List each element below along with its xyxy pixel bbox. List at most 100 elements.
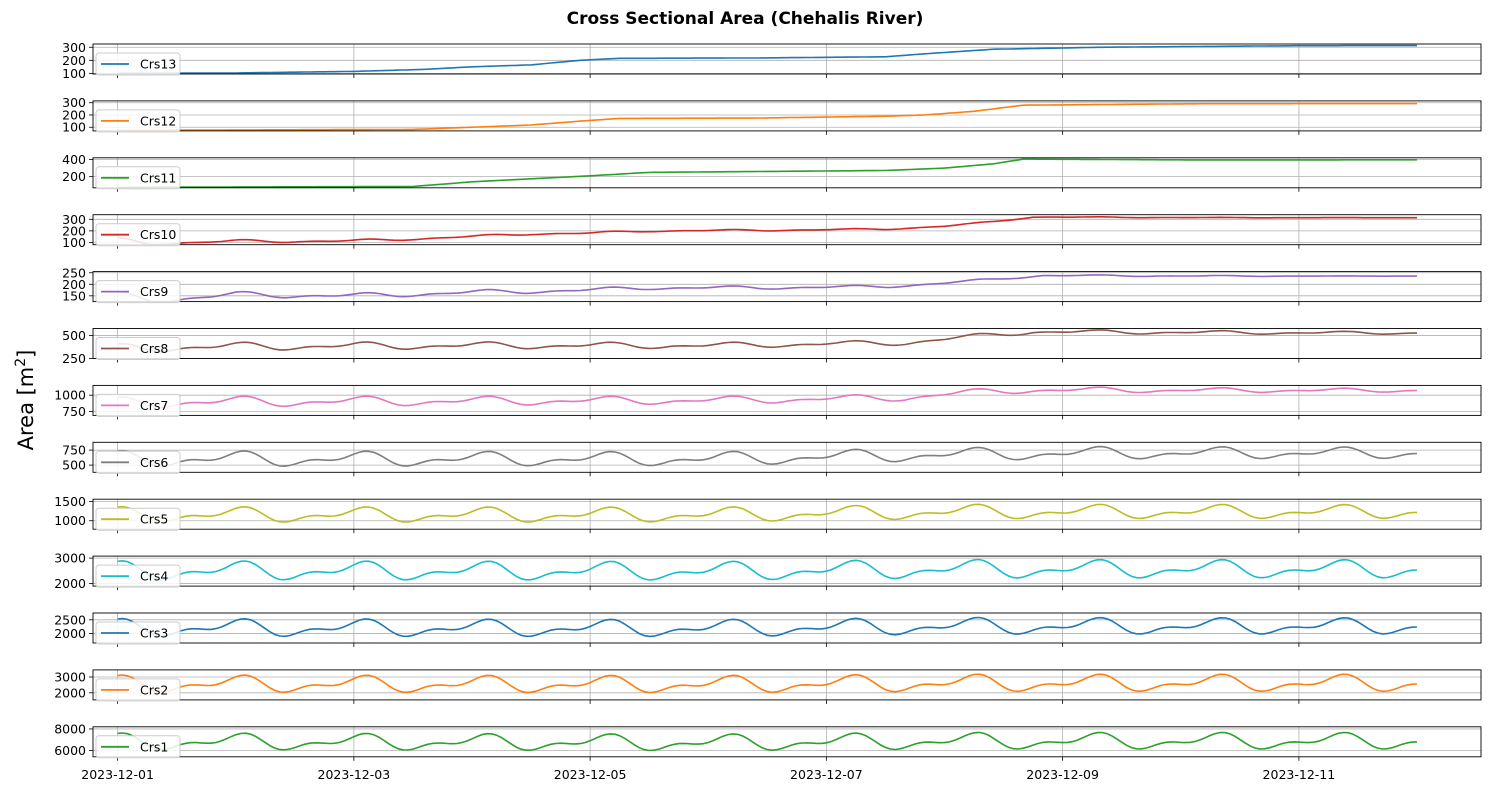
subplot-crs8: 250 500 Crs8 — [62, 328, 1482, 366]
y-tick-label: 200 — [62, 223, 86, 238]
legend-crs1: Crs1 — [95, 735, 181, 759]
x-axis: 2023-12-01 2023-12-03 2023-12-05 2023-12-07… — [81, 767, 1335, 782]
subplot-frame — [92, 441, 1482, 473]
y-tick-label: 300 — [62, 212, 86, 227]
y-tick-label: 1000 — [54, 513, 86, 528]
series-line-crs7 — [117, 386, 1418, 409]
legend-box — [95, 564, 181, 588]
y-tick-label: 750 — [62, 443, 86, 458]
y-axis-label-superscript: 2 — [13, 358, 29, 367]
legend-crs7: Crs7 — [95, 393, 181, 417]
subplot-frame — [92, 271, 1482, 303]
legend-crs3: Crs3 — [95, 621, 181, 645]
y-tick-label: 300 — [62, 95, 86, 110]
legend-crs10: Crs10 — [95, 223, 181, 247]
y-axis-label: Area [m2] — [13, 350, 38, 451]
x-tick-label: 2023-12-07 — [790, 767, 863, 782]
legend-label: Crs7 — [140, 398, 168, 413]
series-line-crs9 — [117, 274, 1417, 303]
y-tick-label: 750 — [62, 404, 86, 419]
legend-label: Crs10 — [140, 227, 176, 242]
legend-crs2: Crs2 — [95, 678, 181, 702]
x-tick-label: 2023-12-01 — [81, 767, 154, 782]
y-tick-label: 150 — [62, 288, 86, 303]
y-tick-label: 200 — [62, 53, 86, 68]
legend-label: Crs12 — [140, 113, 176, 128]
y-axis-label-close: ] — [14, 350, 38, 358]
legend-label: Crs5 — [140, 512, 168, 527]
legend-label: Crs3 — [140, 626, 168, 641]
y-tick-label: 2000 — [54, 576, 86, 591]
series-line-crs12 — [117, 102, 1417, 132]
legend-box — [95, 735, 181, 759]
y-tick-label: 2000 — [54, 626, 86, 641]
series-line-crs10 — [117, 216, 1417, 246]
y-tick-label: 200 — [62, 169, 86, 184]
y-tick-label: 6000 — [54, 743, 86, 758]
legend-crs6: Crs6 — [95, 450, 181, 474]
legend-crs11: Crs11 — [95, 166, 181, 190]
series-line-crs1 — [117, 731, 1418, 752]
subplot-frame — [92, 669, 1482, 701]
subplot-crs11: 200 400 Crs11 — [62, 152, 1482, 192]
y-tick-label: 2000 — [54, 685, 86, 700]
y-tick-label: 3000 — [54, 551, 86, 566]
chart-title: Cross Sectional Area (Chehalis River) — [567, 9, 924, 29]
subplot-frame — [92, 612, 1482, 644]
subplot-frame — [92, 328, 1482, 359]
subplot-frame — [92, 157, 1482, 189]
y-tick-label: 1000 — [54, 388, 86, 403]
series-line-crs6 — [117, 445, 1418, 468]
legend-box — [95, 337, 181, 360]
x-tick-label: 2023-12-11 — [1263, 767, 1336, 782]
legend-box — [95, 450, 181, 474]
y-tick-label: 1500 — [54, 494, 86, 509]
y-tick-label: 400 — [62, 152, 86, 167]
y-tick-label: 200 — [62, 277, 86, 292]
y-tick-label: 3000 — [54, 670, 86, 685]
subplot-crs5: 1000 1500 Crs5 — [54, 494, 1482, 534]
legend-label: Crs4 — [140, 569, 168, 584]
legend-label: Crs1 — [140, 739, 168, 754]
legend-label: Crs9 — [140, 284, 168, 299]
subplot-crs4: 2000 3000 Crs4 — [54, 551, 1482, 591]
subplot-crs1: 6000 8000 Crs1 — [54, 721, 1482, 761]
subplot-frame — [92, 214, 1482, 246]
y-tick-label: 100 — [62, 66, 86, 81]
y-axis-label-main: Area [m — [14, 367, 38, 451]
y-tick-label: 300 — [62, 40, 86, 55]
y-tick-label: 250 — [62, 265, 86, 280]
legend-label: Crs2 — [140, 682, 168, 697]
legend-crs4: Crs4 — [95, 564, 181, 588]
y-tick-label: 500 — [62, 328, 86, 343]
legend-box — [95, 223, 181, 247]
legend-label: Crs11 — [140, 170, 176, 185]
subplot-frame — [92, 100, 1482, 132]
subplot-frame — [92, 726, 1482, 758]
legend-crs13: Crs13 — [95, 52, 181, 76]
series-line-crs2 — [117, 673, 1418, 694]
subplot-frame — [92, 43, 1482, 75]
series-line-crs13 — [117, 44, 1417, 75]
series-line-crs3 — [117, 616, 1418, 638]
y-tick-label: 100 — [62, 120, 86, 135]
legend-box — [95, 678, 181, 702]
y-tick-label: 500 — [62, 458, 86, 473]
y-tick-label: 8000 — [54, 721, 86, 736]
legend-crs5: Crs5 — [95, 507, 181, 531]
legend-box — [95, 52, 181, 76]
legend-crs9: Crs9 — [95, 280, 181, 304]
series-line-crs11 — [117, 158, 1417, 189]
subplot-stack: 100200300Crs13100200300Crs12200400Crs111… — [54, 40, 1482, 761]
legend-label: Crs8 — [140, 341, 168, 356]
legend-box — [95, 280, 181, 304]
x-tick-label: 2023-12-09 — [1026, 767, 1099, 782]
legend-box — [95, 109, 181, 133]
